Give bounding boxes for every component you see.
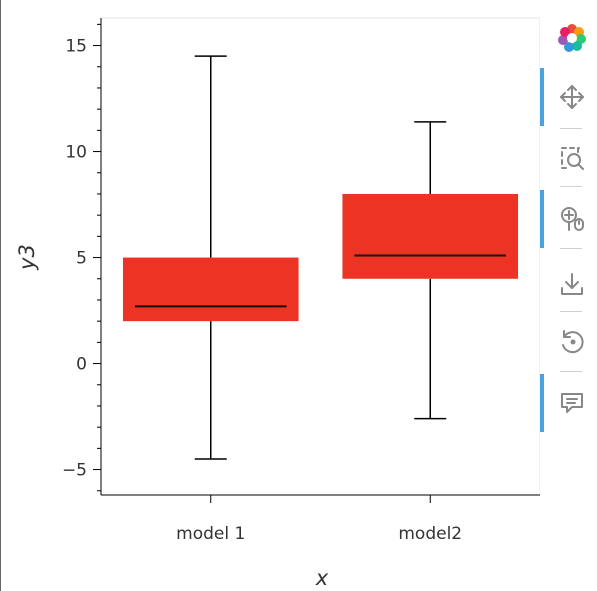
toolbar-separator — [560, 128, 582, 129]
toolbar-separator — [560, 371, 582, 372]
y-tick-label: 0 — [76, 355, 87, 375]
pan-active-indicator — [540, 68, 544, 126]
page-left-border — [0, 0, 1, 591]
y-tick-label: 15 — [65, 37, 87, 57]
boxplot-chart[interactable]: −5 0 5 10 15 model 1 model2 x y3 — [0, 0, 540, 591]
toolbar — [540, 0, 597, 591]
pan-icon[interactable] — [556, 81, 588, 113]
box-2 — [342, 193, 519, 279]
box-1 — [122, 257, 299, 322]
save-icon[interactable] — [556, 268, 588, 300]
toolbar-separator — [560, 186, 582, 187]
boxes-layer — [122, 55, 519, 460]
wheel-zoom-active-indicator — [540, 190, 544, 248]
toolbar-separator — [560, 311, 582, 312]
y-tick-label: 10 — [65, 143, 87, 163]
y-axis-label: y3 — [15, 244, 39, 271]
hover-icon[interactable] — [556, 387, 588, 419]
x-axis-ticks: model 1 model2 — [176, 495, 462, 544]
reset-icon[interactable] — [556, 326, 588, 358]
toolbar-separator — [560, 248, 582, 249]
bokeh-logo-icon[interactable] — [556, 22, 588, 54]
wheel-zoom-icon[interactable] — [556, 202, 588, 234]
y-tick-label: 5 — [76, 249, 87, 269]
hover-active-indicator — [540, 374, 544, 432]
box-zoom-icon[interactable] — [556, 142, 588, 174]
x-tick-label: model 1 — [176, 524, 245, 544]
x-tick-label: model2 — [398, 524, 462, 544]
y-axis-ticks: −5 0 5 10 15 — [62, 23, 101, 492]
x-axis-label: x — [315, 566, 329, 590]
y-tick-label: −5 — [62, 461, 87, 481]
